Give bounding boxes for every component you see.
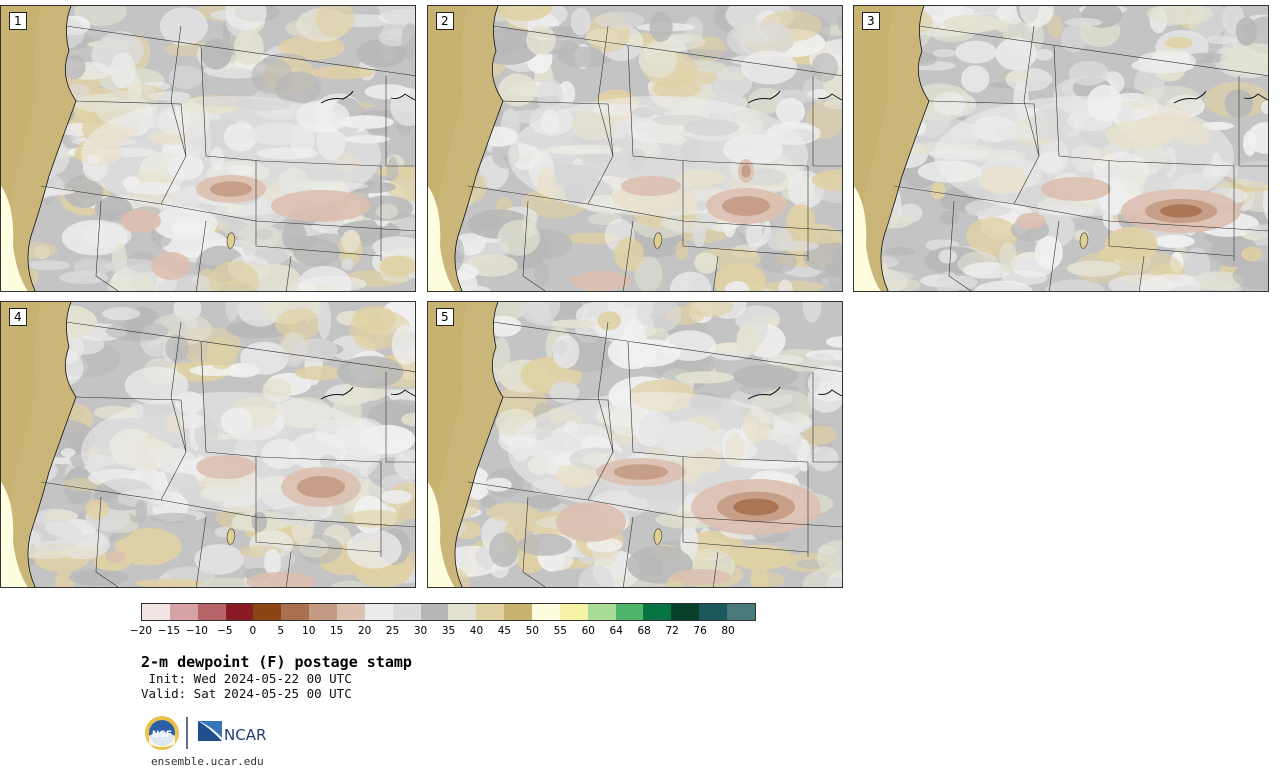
colorbar-segment <box>532 604 560 620</box>
colorbar-ticks: −20 −15 −10 −5 0 5 10 15 20 25 30 35 40 45 50 55 60 64 68 7… <box>130 625 756 639</box>
colorbar-tick-label: −5 <box>217 625 233 637</box>
colorbar-segment <box>615 604 644 620</box>
panel-number-label: 3 <box>862 12 880 30</box>
product-title: 2-m dewpoint (F) postage stamp <box>141 653 412 671</box>
colorbar-segment <box>420 604 449 620</box>
colorbar-segment <box>448 604 477 620</box>
colorbar <box>141 603 756 621</box>
colorbar-tick-label: 64 <box>609 625 623 637</box>
colorbar-segment <box>727 604 755 620</box>
map-svg <box>1 302 415 587</box>
colorbar-tick-label: 72 <box>665 625 679 637</box>
ncar-logo-text: NCAR <box>224 726 266 744</box>
colorbar-tick-label: 5 <box>277 625 285 637</box>
colorbar-tick-label: −15 <box>157 625 181 637</box>
map-panel-4: 4 <box>0 301 416 588</box>
nsf-logo: NSF <box>145 716 179 750</box>
colorbar-segment <box>392 604 421 620</box>
colorbar-tick-label: 35 <box>441 625 456 637</box>
colorbar-segment <box>281 604 310 620</box>
colorbar-tick-label: 40 <box>469 625 484 637</box>
colorbar-tick-label: 55 <box>553 625 567 637</box>
map-panel-3: 3 <box>853 5 1269 292</box>
map-panel-2: 2 <box>427 5 843 292</box>
panel-number-label: 4 <box>9 308 27 326</box>
colorbar-tick-label: 45 <box>497 625 512 637</box>
colorbar-segment <box>142 604 170 620</box>
colorbar-segment <box>197 604 226 620</box>
colorbar-segment <box>671 604 700 620</box>
colorbar-segment <box>587 604 616 620</box>
colorbar-segment <box>476 604 505 620</box>
colorbar-tick-label: 20 <box>357 625 372 637</box>
map-svg <box>1 6 415 291</box>
colorbar-segment <box>559 604 588 620</box>
colorbar-tick-label: 30 <box>413 625 428 637</box>
colorbar-segment <box>699 604 728 620</box>
colorbar-tick-label: 15 <box>329 625 344 637</box>
colorbar-segment <box>309 604 338 620</box>
panel-number-label: 1 <box>9 12 27 30</box>
colorbar-segment <box>169 604 198 620</box>
colorbar-tick-label: −10 <box>185 625 208 637</box>
map-panel-1: 1 <box>0 5 416 292</box>
nsf-logo-text: NSF <box>152 730 172 740</box>
colorbar-segment <box>253 604 282 620</box>
colorbar-tick-label: −20 <box>129 625 153 637</box>
panel-number-label: 5 <box>436 308 454 326</box>
init-time: Init: Wed 2024-05-22 00 UTC <box>141 671 352 686</box>
colorbar-tick-label: 0 <box>249 625 257 637</box>
colorbar-tick-label: 50 <box>525 625 540 637</box>
logo-group: NSF NCAR <box>145 716 266 750</box>
ncar-logo: NCAR <box>198 721 266 744</box>
colorbar-segment <box>643 604 672 620</box>
colorbar-tick-label: 60 <box>581 625 595 637</box>
map-panel-5: 5 <box>427 301 843 588</box>
colorbar-tick-label: 25 <box>385 625 400 637</box>
colorbar-segment <box>225 604 254 620</box>
panel-number-label: 2 <box>436 12 454 30</box>
colorbar-tick-label: 68 <box>637 625 651 637</box>
valid-time: Valid: Sat 2024-05-25 00 UTC <box>141 686 352 701</box>
colorbar-tick-label: 80 <box>721 625 735 637</box>
map-svg <box>428 6 842 291</box>
footer-url[interactable]: ensemble.ucar.edu <box>151 755 264 768</box>
colorbar-tick-label: 10 <box>302 625 316 637</box>
colorbar-segment <box>337 604 365 620</box>
colorbar-segment <box>364 604 393 620</box>
colorbar-segment <box>504 604 533 620</box>
map-svg <box>428 302 842 587</box>
colorbar-tick-label: 76 <box>693 625 707 637</box>
map-svg <box>854 6 1268 291</box>
